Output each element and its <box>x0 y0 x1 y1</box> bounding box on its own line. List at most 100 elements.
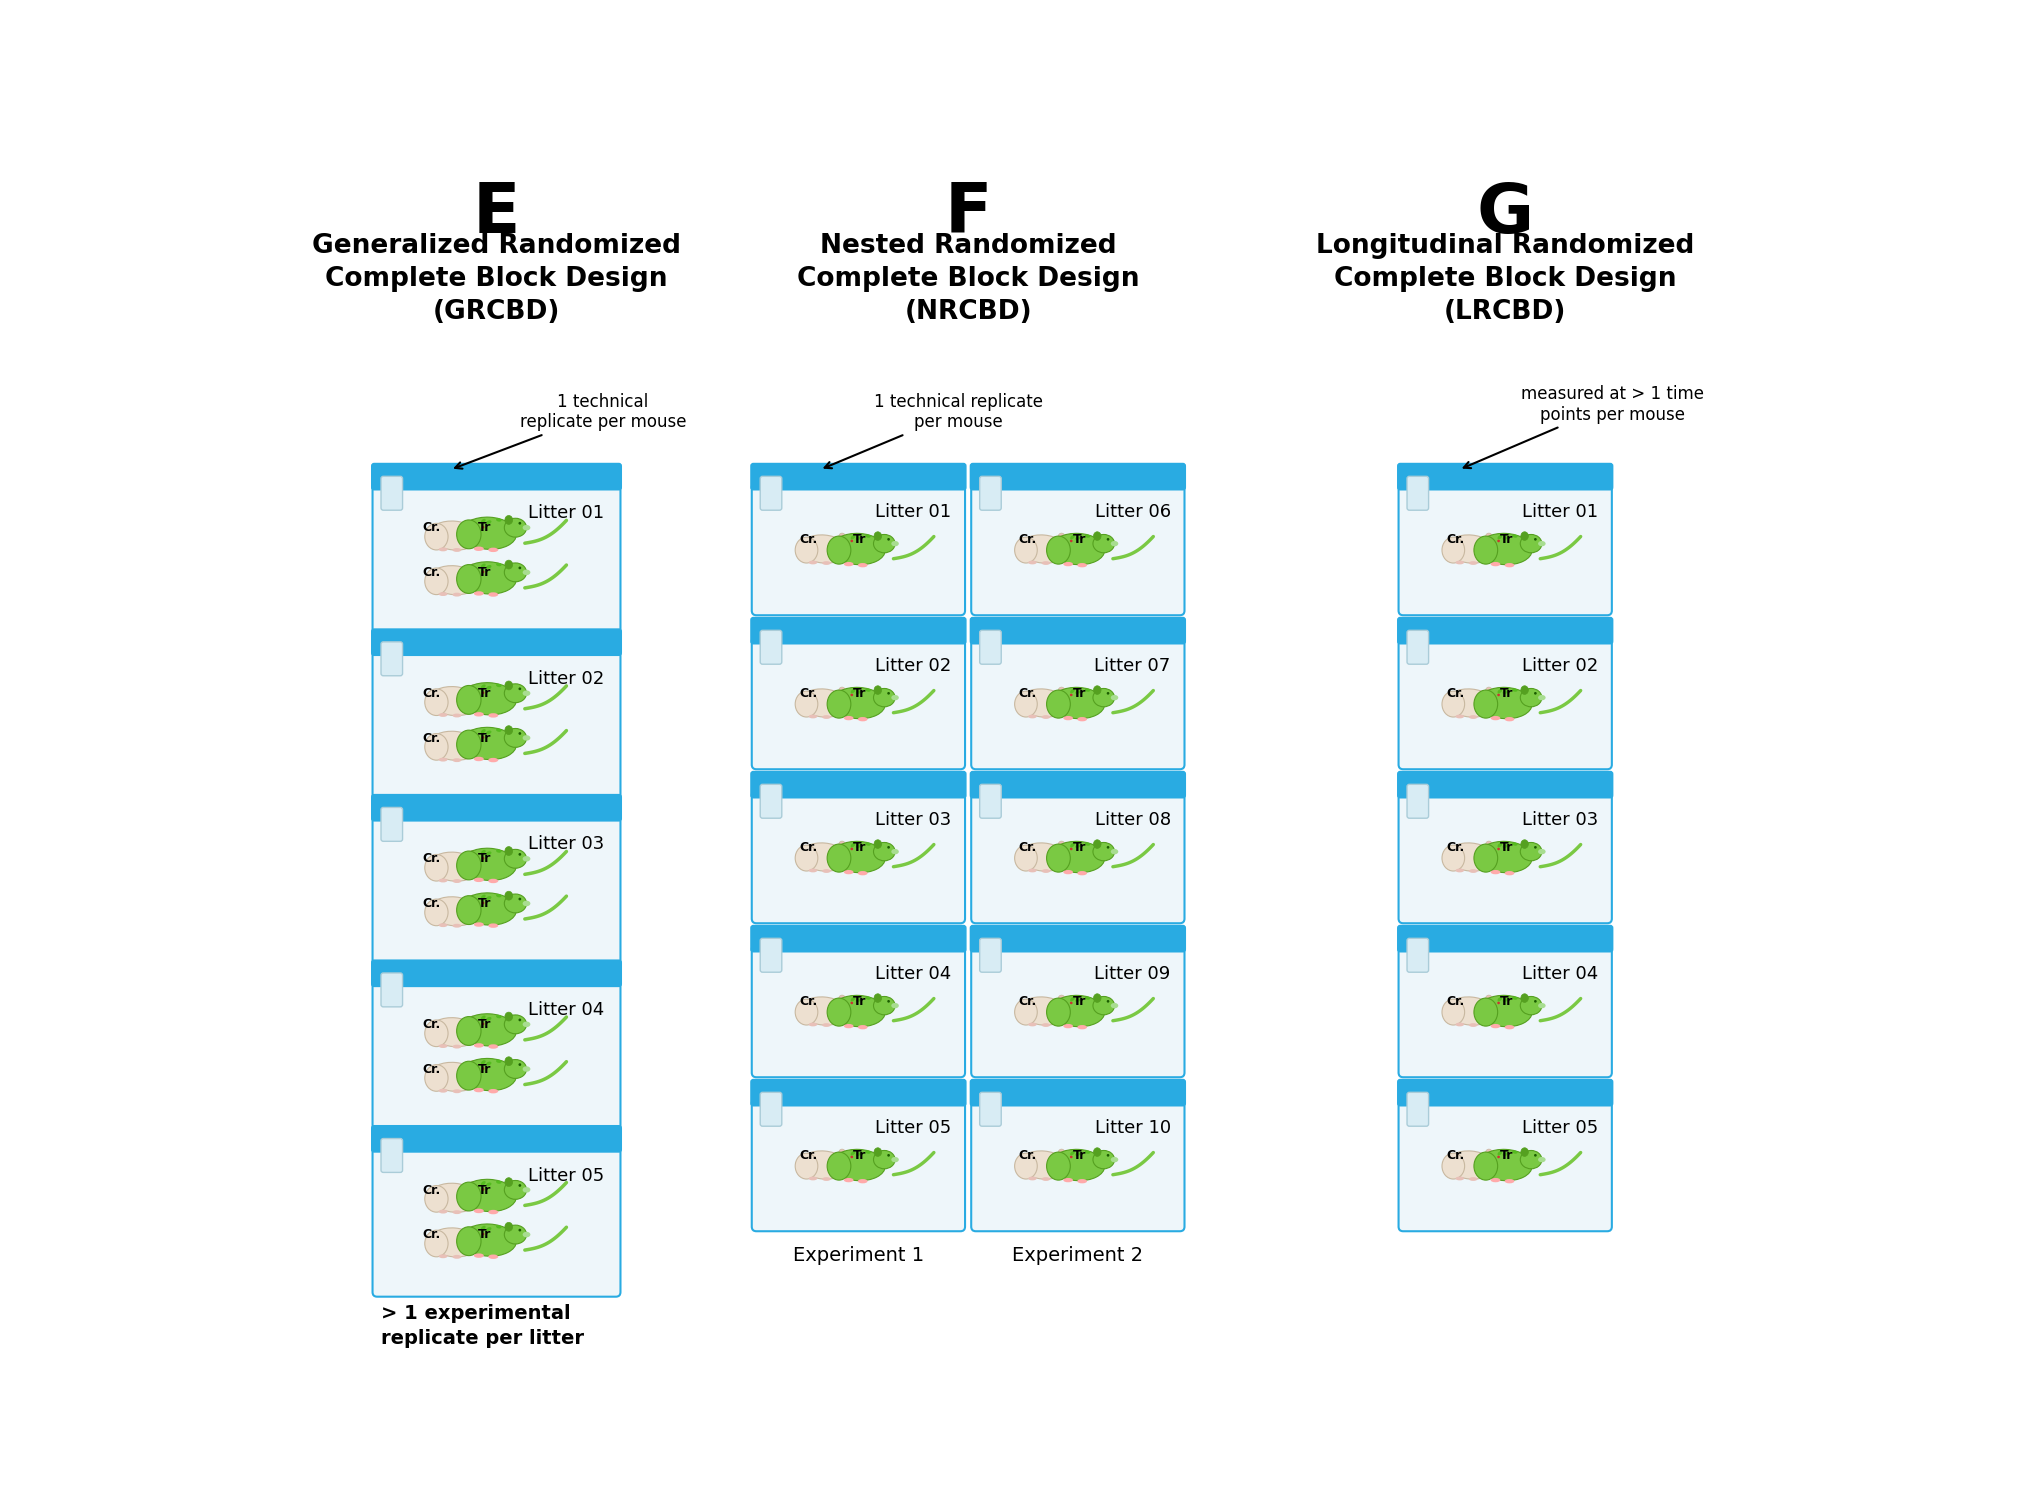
Ellipse shape <box>1484 844 1504 861</box>
Ellipse shape <box>487 1255 497 1259</box>
Ellipse shape <box>473 1209 483 1212</box>
Ellipse shape <box>453 593 461 597</box>
Text: Experiment 1: Experiment 1 <box>793 1246 924 1265</box>
Ellipse shape <box>1456 715 1464 718</box>
Ellipse shape <box>483 694 493 700</box>
FancyBboxPatch shape <box>380 642 402 676</box>
Ellipse shape <box>865 1151 871 1154</box>
Ellipse shape <box>888 846 890 849</box>
Ellipse shape <box>1041 869 1049 873</box>
Ellipse shape <box>1535 1154 1537 1157</box>
Ellipse shape <box>457 1062 481 1090</box>
Ellipse shape <box>892 1003 900 1009</box>
Ellipse shape <box>795 1154 817 1179</box>
Text: Cr.: Cr. <box>799 995 817 1009</box>
Text: Tr: Tr <box>479 897 491 911</box>
Ellipse shape <box>1015 844 1037 872</box>
Ellipse shape <box>469 1060 477 1069</box>
Ellipse shape <box>518 688 522 691</box>
Ellipse shape <box>429 1184 479 1212</box>
Ellipse shape <box>485 896 491 900</box>
Ellipse shape <box>483 1024 493 1031</box>
Text: Cr.: Cr. <box>1019 1149 1037 1163</box>
Ellipse shape <box>518 1229 522 1232</box>
Ellipse shape <box>1094 1148 1102 1157</box>
Ellipse shape <box>518 567 522 570</box>
Ellipse shape <box>874 686 882 694</box>
Ellipse shape <box>495 683 501 688</box>
Text: Cr.: Cr. <box>1446 995 1464 1009</box>
Ellipse shape <box>453 879 461 884</box>
Ellipse shape <box>851 997 855 1001</box>
Text: Tr: Tr <box>479 1063 491 1075</box>
Ellipse shape <box>1058 1149 1066 1157</box>
Ellipse shape <box>1047 535 1070 564</box>
Ellipse shape <box>481 1188 485 1191</box>
Ellipse shape <box>837 844 857 861</box>
Ellipse shape <box>1478 995 1533 1027</box>
FancyBboxPatch shape <box>370 959 623 988</box>
Ellipse shape <box>809 561 817 564</box>
Ellipse shape <box>851 535 855 540</box>
Text: Litter 04: Litter 04 <box>876 965 950 983</box>
FancyBboxPatch shape <box>752 483 964 615</box>
Ellipse shape <box>1468 1178 1478 1181</box>
Ellipse shape <box>1015 691 1037 716</box>
Ellipse shape <box>495 1015 501 1018</box>
Ellipse shape <box>1106 538 1110 541</box>
Ellipse shape <box>839 995 845 1003</box>
Ellipse shape <box>481 1068 485 1069</box>
Ellipse shape <box>485 1062 491 1065</box>
Ellipse shape <box>853 1003 861 1010</box>
Ellipse shape <box>1064 1024 1074 1028</box>
Ellipse shape <box>1086 843 1090 846</box>
FancyBboxPatch shape <box>760 630 783 664</box>
Text: Tr: Tr <box>479 731 491 745</box>
Ellipse shape <box>843 1024 853 1028</box>
Text: Tr: Tr <box>1500 995 1512 1009</box>
Text: Tr: Tr <box>479 1184 491 1196</box>
Ellipse shape <box>1041 1178 1049 1181</box>
Ellipse shape <box>503 1181 526 1199</box>
Ellipse shape <box>518 522 522 525</box>
Ellipse shape <box>1027 715 1037 718</box>
Ellipse shape <box>1486 1149 1492 1157</box>
Ellipse shape <box>1076 998 1080 1001</box>
Ellipse shape <box>469 688 489 704</box>
Ellipse shape <box>469 1181 477 1190</box>
Ellipse shape <box>1490 716 1500 721</box>
Ellipse shape <box>461 727 516 760</box>
Ellipse shape <box>831 534 886 564</box>
Ellipse shape <box>823 715 831 719</box>
Ellipse shape <box>457 564 481 594</box>
Ellipse shape <box>1072 1158 1082 1164</box>
Ellipse shape <box>1072 849 1082 857</box>
Ellipse shape <box>1500 849 1508 857</box>
Text: Litter 09: Litter 09 <box>1094 965 1171 983</box>
Text: Litter 10: Litter 10 <box>1094 1119 1171 1137</box>
Ellipse shape <box>481 902 485 905</box>
Text: Cr.: Cr. <box>1019 841 1037 854</box>
Ellipse shape <box>503 1015 526 1034</box>
Text: > 1 experimental
replicate per litter: > 1 experimental replicate per litter <box>380 1303 584 1348</box>
Ellipse shape <box>874 532 882 540</box>
Text: measured at > 1 time
points per mouse: measured at > 1 time points per mouse <box>1464 385 1705 467</box>
Ellipse shape <box>503 1224 526 1244</box>
Ellipse shape <box>469 567 489 584</box>
Ellipse shape <box>1110 695 1118 700</box>
Ellipse shape <box>1070 694 1072 697</box>
Ellipse shape <box>799 1151 847 1179</box>
Ellipse shape <box>485 1228 491 1231</box>
Ellipse shape <box>1047 998 1070 1025</box>
Ellipse shape <box>485 686 491 689</box>
Ellipse shape <box>469 899 489 915</box>
Ellipse shape <box>851 1151 855 1155</box>
Ellipse shape <box>425 569 449 594</box>
Ellipse shape <box>874 994 882 1003</box>
Ellipse shape <box>1070 843 1076 847</box>
Ellipse shape <box>1484 537 1504 553</box>
Text: Tr: Tr <box>1074 688 1086 700</box>
Ellipse shape <box>1076 537 1080 540</box>
Text: Nested Randomized
Complete Block Design
(NRCBD): Nested Randomized Complete Block Design … <box>797 234 1138 326</box>
Ellipse shape <box>853 849 861 857</box>
